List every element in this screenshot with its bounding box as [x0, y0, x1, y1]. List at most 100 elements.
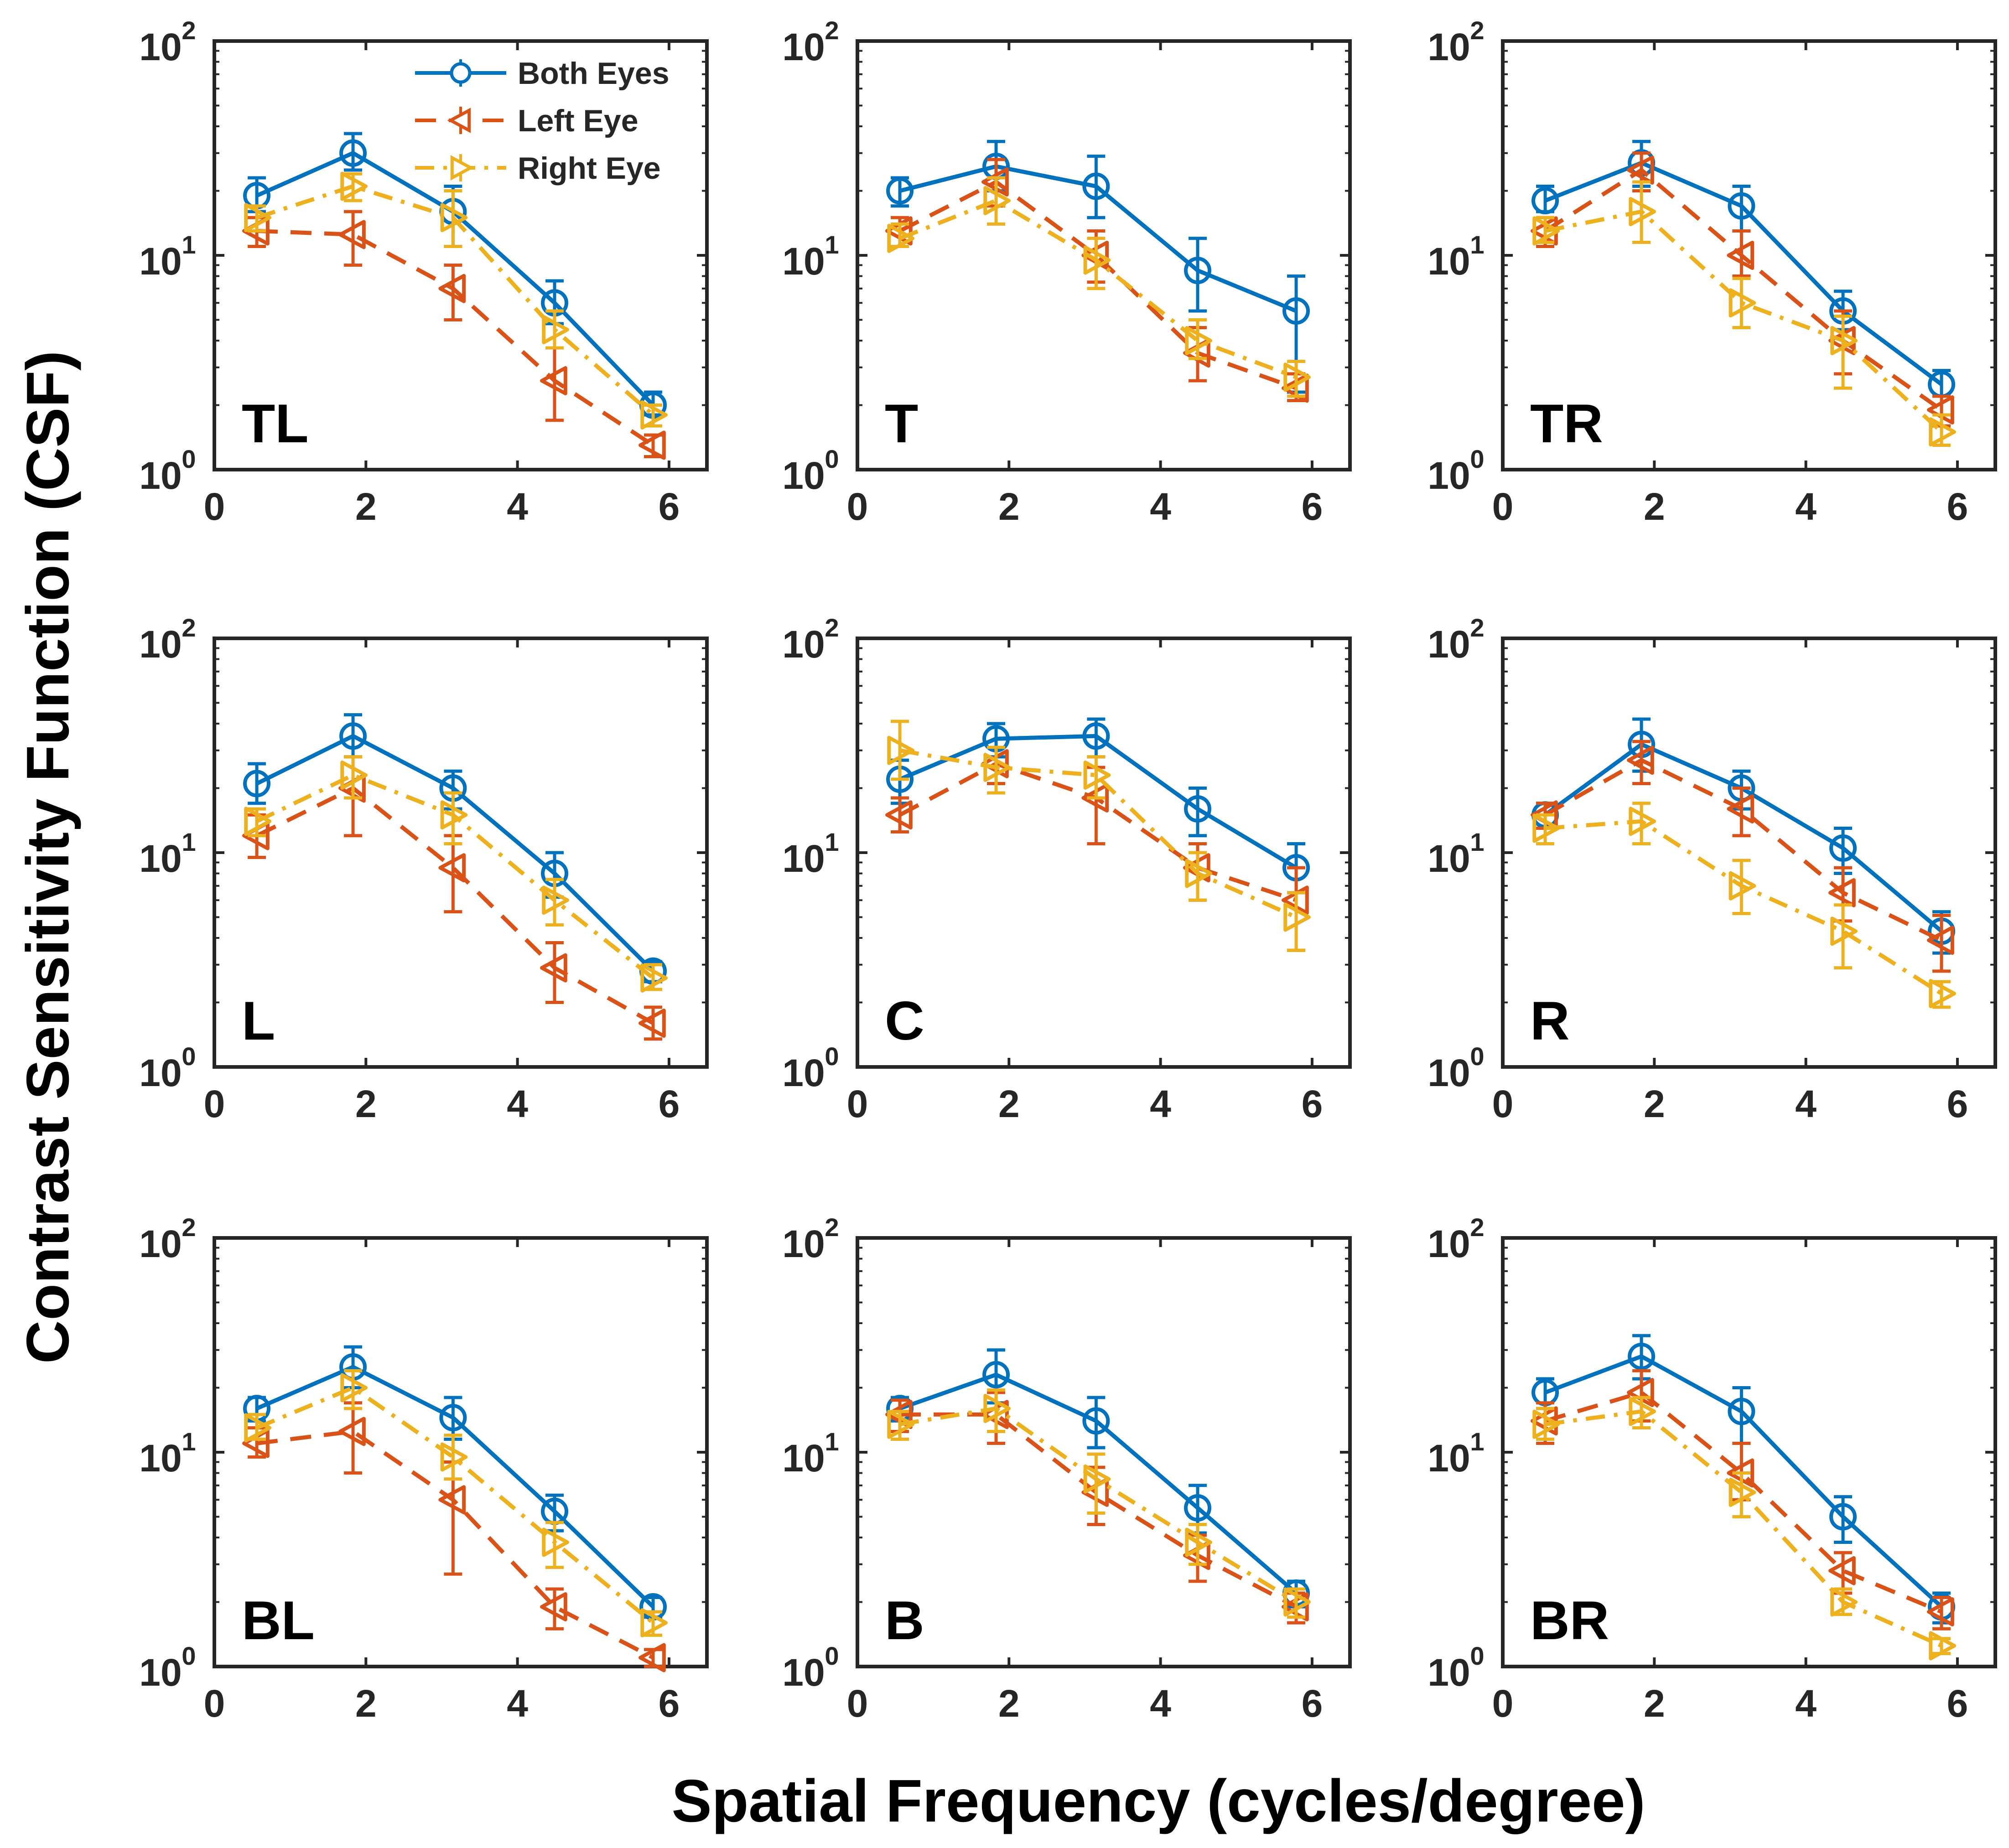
data-point: [639, 1009, 666, 1038]
y-tick-label: 10: [1428, 1437, 1470, 1480]
y-tick-exponent: 0: [182, 445, 196, 473]
data-point: [1729, 288, 1756, 318]
y-tick-label: 10: [1428, 1222, 1470, 1265]
y-tick-label: 10: [139, 1222, 182, 1265]
y-tick-label: 10: [782, 1651, 825, 1694]
data-point: [1185, 326, 1213, 356]
x-tick-label: 6: [1947, 1682, 1968, 1725]
x-tick-label: 0: [204, 1082, 225, 1125]
x-axis-title: Spatial Frequency (cycles/degree): [672, 1767, 1646, 1834]
series-line: [256, 786, 654, 1025]
y-tick-exponent: 1: [825, 230, 839, 259]
y-tick-exponent: 0: [825, 445, 839, 473]
y-tick-exponent: 2: [182, 613, 196, 642]
x-tick-label: 2: [355, 1682, 377, 1725]
data-point: [338, 220, 366, 249]
data-point: [244, 807, 272, 836]
data-point: [1184, 257, 1212, 285]
panel-label: L: [242, 990, 275, 1051]
series-left-eye: [242, 755, 666, 1041]
data-point: [640, 1608, 668, 1638]
panel-label: B: [885, 1590, 924, 1651]
panel-label: R: [1530, 990, 1570, 1051]
y-tick-exponent: 1: [1470, 230, 1484, 259]
x-tick-label: 0: [847, 485, 868, 528]
panel-label: C: [885, 990, 924, 1051]
data-point: [1829, 1503, 1857, 1531]
data-point: [1082, 172, 1110, 200]
x-tick-label: 0: [847, 1682, 868, 1725]
data-point: [542, 885, 570, 915]
data-point: [1283, 362, 1311, 392]
series-both-eyes: [243, 713, 667, 985]
y-tick-label: 10: [782, 623, 825, 666]
y-tick-exponent: 0: [182, 1042, 196, 1071]
data-point: [1082, 1407, 1110, 1435]
y-tick-label: 10: [782, 1222, 825, 1265]
axes-box: [1501, 39, 1997, 471]
data-point: [1532, 216, 1560, 246]
series-right-eye: [1532, 802, 1957, 1009]
y-tick-exponent: 0: [825, 1042, 839, 1071]
data-point: [440, 800, 468, 830]
data-point: [983, 186, 1011, 216]
data-point: [540, 1592, 567, 1621]
x-tick-label: 4: [1150, 485, 1171, 528]
legend-label: Right Eye: [518, 151, 661, 186]
data-point: [983, 752, 1011, 782]
x-tick-label: 6: [1947, 1082, 1968, 1125]
y-tick-label: 10: [139, 837, 182, 880]
data-point: [1083, 1464, 1111, 1494]
x-tick-label: 4: [1150, 1082, 1171, 1125]
series-line: [1545, 1409, 1942, 1648]
data-point: [1283, 1587, 1311, 1617]
legend: Both Eyes Left Eye Right Eye: [415, 56, 670, 186]
data-point: [339, 139, 367, 167]
y-tick-exponent: 0: [182, 1641, 196, 1670]
data-point: [1927, 1597, 1954, 1627]
legend-marker: [450, 155, 474, 181]
y-tick-label: 10: [782, 26, 825, 68]
data-point: [1830, 326, 1858, 356]
legend-label: Left Eye: [518, 104, 639, 138]
y-tick-exponent: 2: [1470, 613, 1484, 642]
series-right-eye: [1532, 180, 1957, 447]
y-tick-exponent: 1: [182, 828, 196, 856]
axes-box: [1501, 1236, 1997, 1668]
y-tick-label: 10: [782, 837, 825, 880]
data-point: [1927, 926, 1954, 955]
series-line: [256, 1386, 654, 1625]
y-tick-exponent: 2: [825, 1213, 839, 1242]
data-point: [1627, 155, 1654, 185]
y-tick-exponent: 0: [1470, 1042, 1484, 1071]
x-tick-label: 4: [1795, 485, 1817, 528]
y-tick-label: 10: [1428, 240, 1470, 283]
data-point: [639, 430, 666, 460]
data-point: [438, 274, 466, 303]
y-tick-label: 10: [782, 1051, 825, 1094]
y-tick-exponent: 2: [182, 1213, 196, 1242]
data-point: [885, 800, 913, 830]
data-point: [338, 1417, 366, 1446]
data-point: [1185, 859, 1213, 888]
x-tick-label: 4: [1795, 1082, 1817, 1125]
y-tick-label: 10: [782, 240, 825, 283]
x-tick-label: 6: [1302, 485, 1323, 528]
data-point: [1184, 1494, 1212, 1522]
y-tick-exponent: 1: [182, 230, 196, 259]
x-tick-label: 0: [1492, 1082, 1514, 1125]
y-tick-exponent: 2: [1470, 16, 1484, 45]
y-tick-label: 10: [139, 1437, 182, 1480]
y-tick-label: 10: [1428, 1051, 1470, 1094]
series-left-eye: [242, 1401, 666, 1672]
y-tick-label: 10: [782, 454, 825, 497]
series-right-eye: [887, 176, 1311, 398]
x-tick-label: 2: [1644, 1082, 1665, 1125]
y-tick-exponent: 2: [825, 16, 839, 45]
y-tick-exponent: 1: [825, 828, 839, 856]
data-point: [1531, 187, 1559, 215]
x-tick-label: 6: [1947, 485, 1968, 528]
